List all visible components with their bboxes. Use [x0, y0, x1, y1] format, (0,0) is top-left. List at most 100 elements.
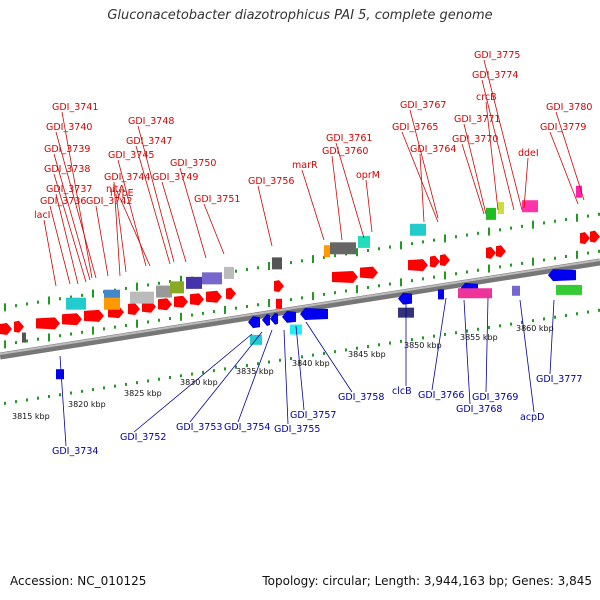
genome-backbone	[0, 258, 600, 360]
track-dot	[103, 386, 105, 390]
track-dot	[147, 320, 149, 324]
track-dot	[356, 248, 358, 257]
track-dot	[147, 379, 149, 383]
track-dot	[334, 291, 336, 295]
track-dot	[4, 340, 6, 349]
track-dot	[323, 351, 325, 355]
gene-label-gdi-3765: GDI_3765	[392, 122, 438, 133]
leader-line	[331, 155, 343, 241]
tick-label: 3845 kbp	[348, 350, 386, 359]
track-dot	[565, 217, 567, 221]
track-dot	[136, 319, 138, 328]
track-dot	[15, 341, 17, 345]
track-dot	[290, 298, 292, 302]
tick-label: 3835 kbp	[236, 367, 274, 376]
track-dot	[125, 286, 127, 290]
forward-gene-arrow	[580, 232, 590, 245]
track-dot	[378, 343, 380, 347]
track-dot	[510, 226, 512, 230]
leader-line	[137, 125, 175, 263]
track-dot	[312, 292, 314, 301]
track-dot	[92, 388, 94, 392]
leader-line	[49, 205, 71, 285]
track-dot	[422, 336, 424, 340]
forward-gene-arrow	[142, 300, 156, 313]
tick-label: 3855 kbp	[460, 333, 498, 342]
track-dot	[37, 337, 39, 341]
feature-box	[556, 284, 582, 295]
track-dot	[389, 341, 391, 345]
track-dot	[191, 313, 193, 317]
gene-label-crcb: crcB	[476, 92, 497, 103]
leader-line	[59, 355, 67, 447]
gene-label-laci: lacI	[34, 210, 51, 221]
reverse-gene-arrow	[270, 312, 278, 325]
track-dot	[411, 338, 413, 342]
track-dot	[37, 300, 39, 304]
leader-line	[43, 219, 57, 287]
track-dot	[444, 271, 446, 280]
track-dot	[81, 330, 83, 334]
feature-box	[186, 276, 202, 289]
track-dot	[191, 372, 193, 376]
track-dot	[521, 261, 523, 265]
track-dot	[455, 331, 457, 335]
gene-label-gdi-3736: GDI_3736	[40, 196, 86, 207]
gene-label-gdi-3768: GDI_3768	[456, 404, 502, 415]
track-dot	[422, 240, 424, 244]
forward-gene-arrow	[190, 293, 204, 306]
tick-label: 3850 kbp	[404, 341, 442, 350]
track-dot	[4, 401, 6, 405]
tick-label: 3820 kbp	[68, 400, 106, 409]
track-dot	[554, 256, 556, 260]
reverse-gene-arrow	[300, 308, 328, 320]
track-dot	[455, 272, 457, 276]
forward-gene-arrow	[590, 230, 600, 243]
track-dot	[15, 400, 17, 404]
feature-box	[576, 185, 582, 198]
leader-line	[335, 142, 365, 239]
track-dot	[147, 283, 149, 287]
track-dot	[213, 310, 215, 314]
leader-line	[401, 131, 439, 223]
track-dot	[92, 326, 94, 335]
leader-line	[133, 333, 253, 433]
feature-box	[104, 297, 120, 310]
leader-line	[519, 299, 535, 413]
track-dot	[422, 277, 424, 281]
leader-line	[113, 181, 121, 277]
gene-label-gdi-3760: GDI_3760	[322, 146, 368, 157]
track-dot	[499, 228, 501, 232]
leader-line	[135, 145, 171, 265]
tick-label: 3815 kbp	[12, 412, 50, 421]
track-dot	[48, 394, 50, 398]
track-dot	[125, 382, 127, 386]
forward-gene-arrow	[0, 323, 12, 335]
reverse-gene-arrow	[248, 316, 260, 329]
track-dot	[169, 376, 171, 380]
track-dot	[598, 308, 600, 312]
track-dot	[180, 374, 182, 378]
track-dot	[598, 249, 600, 253]
track-dot	[246, 267, 248, 271]
gene-label-gdi-3756: GDI_3756	[248, 176, 294, 187]
track-dot	[81, 389, 83, 393]
track-dot	[543, 317, 545, 321]
forward-gene-arrow	[206, 290, 222, 303]
gene-label-gdi-3769: GDI_3769	[472, 392, 518, 403]
track-dot	[466, 329, 468, 333]
leader-line	[55, 131, 97, 279]
track-dot	[532, 220, 534, 229]
track-dot	[378, 284, 380, 288]
leader-line	[549, 131, 579, 205]
track-dot	[587, 310, 589, 314]
gene-label-gdi-3747: GDI_3747	[126, 136, 172, 147]
leader-line	[481, 79, 515, 211]
forward-gene-arrow	[62, 313, 82, 326]
track-dot	[554, 219, 556, 223]
forward-gene-arrow	[158, 298, 172, 311]
tick-label: 3840 kbp	[292, 359, 330, 368]
track-dot	[81, 293, 83, 297]
track-dot	[433, 238, 435, 242]
gene-label-gdi-3757: GDI_3757	[290, 410, 336, 421]
